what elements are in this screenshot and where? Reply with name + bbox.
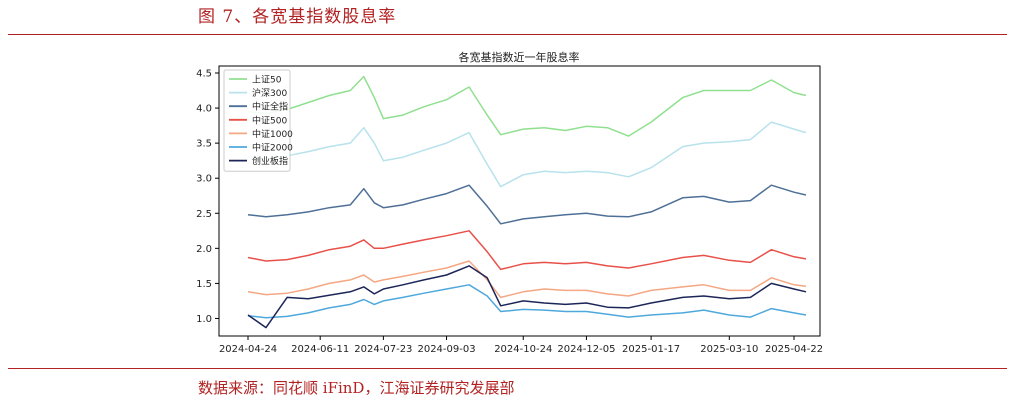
x-tick-label: 2024-09-03	[417, 344, 475, 355]
series-line	[247, 260, 807, 299]
x-tick-label: 2024-06-11	[291, 344, 349, 355]
series-line	[247, 230, 807, 271]
data-source: 数据来源：同花顺 iFinD，江海证券研究发展部	[198, 379, 515, 397]
x-tick-label: 2025-04-22	[765, 344, 823, 355]
series-line	[247, 284, 807, 319]
legend-label: 中证500	[252, 114, 287, 126]
legend-label: 创业板指	[252, 155, 288, 167]
series-lines	[247, 75, 807, 329]
y-tick-label: 4.0	[196, 104, 212, 115]
legend-label: 上证50	[252, 75, 282, 86]
x-tick-label: 2024-04-24	[219, 344, 277, 355]
y-tick-label: 1.5	[196, 279, 212, 290]
y-tick-label: 2.0	[196, 244, 212, 255]
legend-box	[223, 69, 291, 172]
y-tick-label: 3.5	[196, 139, 212, 150]
series-line	[247, 184, 807, 225]
x-axis: 2024-04-24 2024-06-11 2024-07-23 2024-09-03…	[219, 336, 823, 355]
bottom-divider	[8, 368, 1007, 369]
series-line	[247, 121, 807, 188]
y-tick-label: 1.0	[196, 314, 212, 325]
y-tick-label: 4.5	[196, 69, 212, 80]
legend-label: 沪深300	[252, 87, 287, 99]
y-tick-label: 2.5	[196, 209, 212, 220]
chart-title: 各宽基指数近一年股息率	[459, 50, 580, 64]
x-tick-label: 2024-12-05	[557, 344, 615, 355]
legend-label: 中证全指	[252, 101, 288, 113]
legend-label: 中证2000	[252, 142, 293, 154]
y-tick-label: 3.0	[196, 174, 212, 185]
figure-title: 图 7、各宽基指数股息率	[198, 7, 397, 27]
x-tick-label: 2024-07-23	[354, 344, 412, 355]
plot-frame	[218, 65, 821, 337]
legend-label: 中证1000	[252, 128, 293, 140]
x-tick-label: 2024-10-24	[494, 344, 552, 355]
top-divider	[8, 34, 1007, 35]
y-axis: 1.0 1.5 2.0 2.5 3.0 3.5 4.0 4.5	[196, 69, 219, 325]
series-line	[247, 265, 807, 329]
series-line	[247, 75, 807, 137]
x-tick-label: 2025-03-10	[700, 344, 758, 355]
x-tick-label: 2025-01-17	[622, 344, 680, 355]
